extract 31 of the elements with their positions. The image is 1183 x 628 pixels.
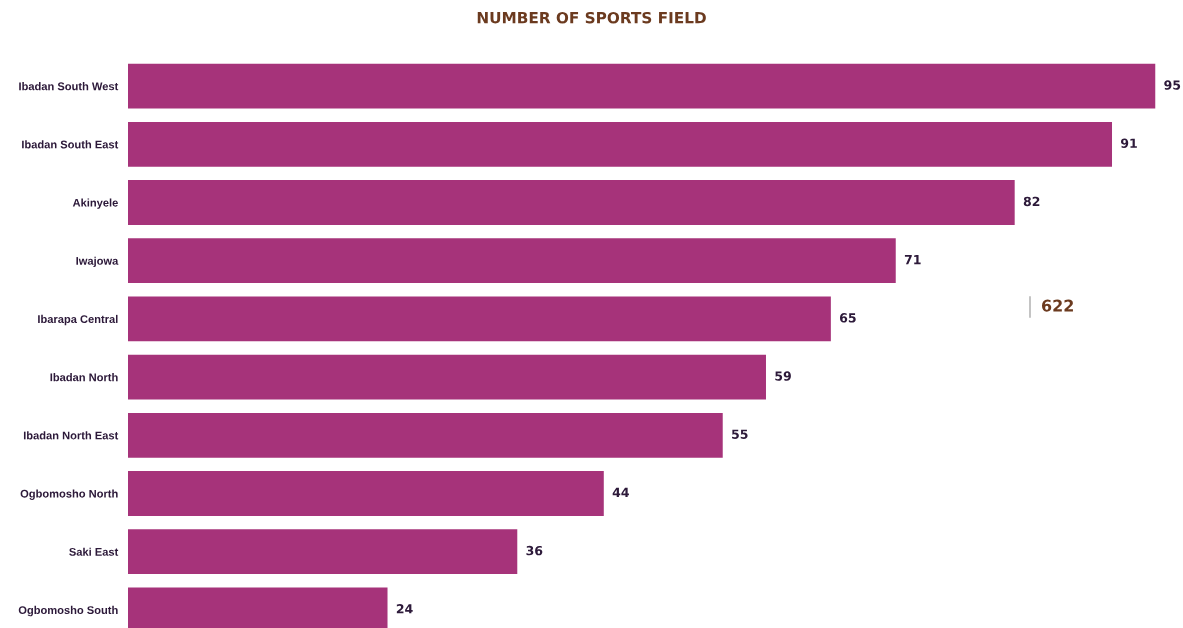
bar — [128, 412, 723, 458]
bar — [128, 121, 1113, 167]
data-label: 36 — [526, 545, 543, 556]
data-label: 95 — [1164, 80, 1181, 90]
y-tick-label: Iwajowa — [76, 256, 119, 268]
y-tick-label: Ogbomosho South — [18, 605, 118, 617]
y-tick-label: Akinyele — [72, 198, 118, 209]
y-tick-label: Ibadan South West — [19, 82, 119, 91]
data-label: 82 — [1023, 196, 1040, 207]
chart-title: NUMBER OF SPORTS FIELD — [477, 11, 706, 24]
bar — [128, 238, 896, 284]
data-label: 65 — [839, 313, 856, 323]
y-tick-label: Ibadan North — [50, 373, 118, 382]
bar — [128, 354, 766, 400]
y-tick-label: Ibadan South East — [22, 140, 119, 149]
bar — [128, 471, 604, 516]
annotation: 622 — [1041, 299, 1073, 312]
y-tick-label: Ibadan North East — [23, 431, 119, 440]
data-label: 55 — [732, 429, 748, 439]
bar — [128, 63, 1156, 109]
y-tick-label: Saki East — [69, 547, 119, 556]
bar — [128, 529, 518, 575]
data-label: 71 — [904, 255, 921, 265]
y-tick-label: Ibarapa Central — [38, 314, 118, 326]
data-label: 24 — [396, 604, 413, 614]
bar — [128, 296, 831, 342]
y-tick-label: Ogbomosho North — [20, 489, 118, 500]
data-label: 59 — [775, 371, 791, 381]
data-label: 44 — [612, 487, 629, 497]
data-label: 91 — [1120, 138, 1137, 148]
bar — [128, 180, 1015, 225]
